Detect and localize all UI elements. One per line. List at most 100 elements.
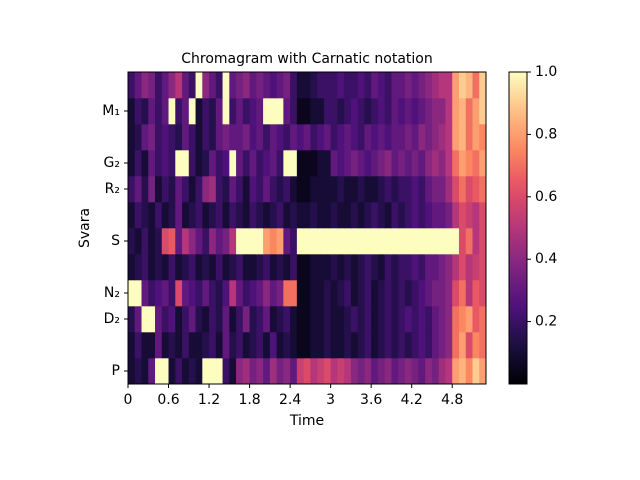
heatmap-cell bbox=[276, 124, 284, 151]
heatmap-cell bbox=[371, 332, 379, 359]
heatmap-cell bbox=[418, 176, 426, 203]
x-tick-label: 2.4 bbox=[279, 392, 301, 408]
heatmap-cell bbox=[134, 124, 143, 151]
heatmap-cell bbox=[350, 150, 359, 177]
heatmap-cell bbox=[465, 176, 473, 203]
heatmap-cell bbox=[229, 176, 237, 203]
heatmap-cell bbox=[377, 280, 386, 307]
heatmap-cell bbox=[310, 72, 318, 99]
heatmap-cell bbox=[168, 228, 176, 255]
heatmap-cell bbox=[452, 72, 460, 99]
heatmap-cell bbox=[269, 98, 278, 125]
heatmap-cell bbox=[283, 280, 291, 307]
heatmap-cell bbox=[458, 98, 467, 125]
heatmap-cell bbox=[472, 280, 480, 307]
heatmap-cell bbox=[438, 254, 446, 281]
heatmap-cell bbox=[391, 150, 399, 177]
heatmap-cell bbox=[377, 358, 386, 385]
heatmap-cell bbox=[209, 150, 217, 177]
heatmap-cell bbox=[256, 124, 264, 151]
heatmap-cell bbox=[438, 98, 446, 125]
y-tick-label: R₂ bbox=[105, 181, 120, 197]
heatmap-cell bbox=[296, 358, 305, 385]
heatmap-cell bbox=[323, 176, 332, 203]
heatmap-cell bbox=[350, 228, 359, 255]
heatmap-cell bbox=[242, 332, 251, 359]
heatmap-cell bbox=[168, 98, 176, 125]
heatmap-cell bbox=[155, 358, 163, 385]
heatmap-cell bbox=[134, 176, 143, 203]
heatmap-cell bbox=[472, 332, 480, 359]
heatmap-cell bbox=[465, 124, 473, 151]
heatmap-cell bbox=[418, 150, 426, 177]
heatmap-cell bbox=[222, 306, 230, 333]
heatmap-cell bbox=[195, 332, 203, 359]
heatmap-cell bbox=[128, 358, 136, 385]
heatmap-cell bbox=[337, 150, 345, 177]
heatmap-cell bbox=[188, 98, 197, 125]
heatmap-cell bbox=[263, 254, 271, 281]
heatmap-cell bbox=[364, 332, 372, 359]
heatmap-cell bbox=[141, 228, 149, 255]
heatmap-cell bbox=[418, 358, 426, 385]
heatmap-cell bbox=[391, 332, 399, 359]
heatmap-cell bbox=[188, 280, 197, 307]
heatmap-cell bbox=[209, 332, 217, 359]
heatmap-cell bbox=[479, 306, 486, 333]
heatmap-cell bbox=[418, 332, 426, 359]
heatmap-cell bbox=[357, 202, 365, 229]
heatmap-cell bbox=[263, 202, 271, 229]
heatmap-cell bbox=[290, 306, 298, 333]
heatmap-cell bbox=[357, 332, 365, 359]
heatmap-cell bbox=[458, 72, 467, 99]
heatmap-cell bbox=[377, 176, 386, 203]
heatmap-cell bbox=[303, 72, 311, 99]
y-axis-label: Svara bbox=[77, 208, 93, 248]
heatmap-cell bbox=[161, 254, 170, 281]
heatmap-cell bbox=[391, 228, 399, 255]
heatmap-cell bbox=[242, 358, 251, 385]
heatmap-cell bbox=[269, 150, 278, 177]
heatmap-cell bbox=[263, 228, 271, 255]
heatmap-cell bbox=[229, 228, 237, 255]
heatmap-cell bbox=[445, 358, 453, 385]
heatmap-cell bbox=[236, 306, 244, 333]
heatmap-cell bbox=[242, 306, 251, 333]
heatmap-cell bbox=[303, 358, 311, 385]
heatmap-cell bbox=[229, 202, 237, 229]
heatmap-cell bbox=[425, 332, 433, 359]
heatmap-cell bbox=[269, 72, 278, 99]
heatmap-cell bbox=[269, 358, 278, 385]
y-tick-label: P bbox=[112, 363, 120, 379]
heatmap-cell bbox=[128, 98, 136, 125]
heatmap-cell bbox=[209, 358, 217, 385]
heatmap-cell bbox=[452, 332, 460, 359]
heatmap-cell bbox=[290, 358, 298, 385]
heatmap-cell bbox=[404, 124, 413, 151]
heatmap-cell bbox=[377, 228, 386, 255]
heatmap-cell bbox=[249, 280, 257, 307]
heatmap-cell bbox=[202, 202, 210, 229]
heatmap-cell bbox=[148, 124, 156, 151]
heatmap-cell bbox=[364, 228, 372, 255]
heatmap-cell bbox=[317, 72, 325, 99]
heatmap-cell bbox=[263, 176, 271, 203]
heatmap-cell bbox=[202, 254, 210, 281]
heatmap-cell bbox=[303, 202, 311, 229]
heatmap-cell bbox=[411, 150, 419, 177]
heatmap-cell bbox=[148, 280, 156, 307]
heatmap-cell bbox=[222, 228, 230, 255]
heatmap-cell bbox=[479, 254, 486, 281]
heatmap-cell bbox=[418, 202, 426, 229]
heatmap-cell bbox=[148, 150, 156, 177]
heatmap-cell bbox=[371, 358, 379, 385]
heatmap-cell bbox=[404, 254, 413, 281]
heatmap-cell bbox=[411, 254, 419, 281]
heatmap-cell bbox=[344, 176, 352, 203]
heatmap-cell bbox=[283, 150, 291, 177]
heatmap-cell bbox=[256, 358, 264, 385]
heatmap-cell bbox=[317, 254, 325, 281]
heatmap-cell bbox=[155, 98, 163, 125]
heatmap-cell bbox=[236, 202, 244, 229]
heatmap-cell bbox=[364, 72, 372, 99]
